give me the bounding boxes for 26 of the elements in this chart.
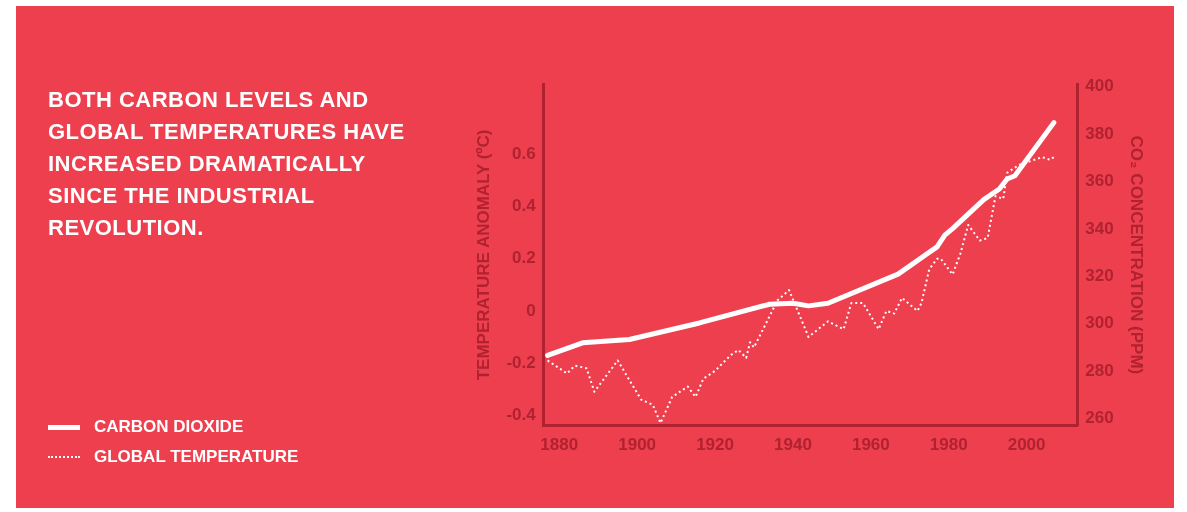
y-tick-label: 0.4 bbox=[512, 196, 537, 216]
legend-label: CARBON DIOXIDE bbox=[94, 417, 244, 437]
y2-tick-label: 400 bbox=[1085, 76, 1114, 96]
y-axis-title: TEMPERATURE ANOMALY (ºC) bbox=[473, 129, 493, 381]
x-tick-label: 1900 bbox=[618, 435, 657, 455]
legend-label: GLOBAL TEMPERATURE bbox=[94, 447, 299, 467]
y-tick-label: 0.6 bbox=[512, 144, 536, 164]
y2-axis-title: CO₂ CONCENTRATION (PPM) bbox=[1127, 135, 1147, 375]
y-tick-label: -0.4 bbox=[506, 404, 537, 424]
x-tick-label: 1960 bbox=[851, 435, 890, 455]
x-tick-label: 2000 bbox=[1007, 435, 1046, 455]
y2-tick-label: 360 bbox=[1085, 171, 1114, 191]
y2-tick-label: 260 bbox=[1085, 408, 1114, 428]
y2-tick-label: 340 bbox=[1085, 218, 1114, 238]
x-tick-label: 1880 bbox=[540, 435, 579, 455]
y-tick-label: 0.2 bbox=[512, 248, 536, 268]
y2-tick-label: 320 bbox=[1085, 265, 1114, 285]
x-tick-label: 1920 bbox=[696, 435, 734, 455]
x-tick-label: 1980 bbox=[929, 435, 968, 455]
y2-tick-label: 300 bbox=[1085, 313, 1114, 333]
y2-tick-label: 380 bbox=[1085, 123, 1114, 143]
y2-tick-label: 280 bbox=[1085, 360, 1114, 380]
text: BOTH CARBON LEVELS AND GLOBAL TEMPERATURES HAVE INCREASED DRAMATICALLY SINCE THE INDUSTRIAL REVOLUTION. bbox=[48, 86, 406, 242]
x-tick-label: 1940 bbox=[774, 435, 812, 455]
y-tick-label: -0.2 bbox=[506, 352, 536, 372]
y-tick-label: 0 bbox=[526, 300, 536, 320]
